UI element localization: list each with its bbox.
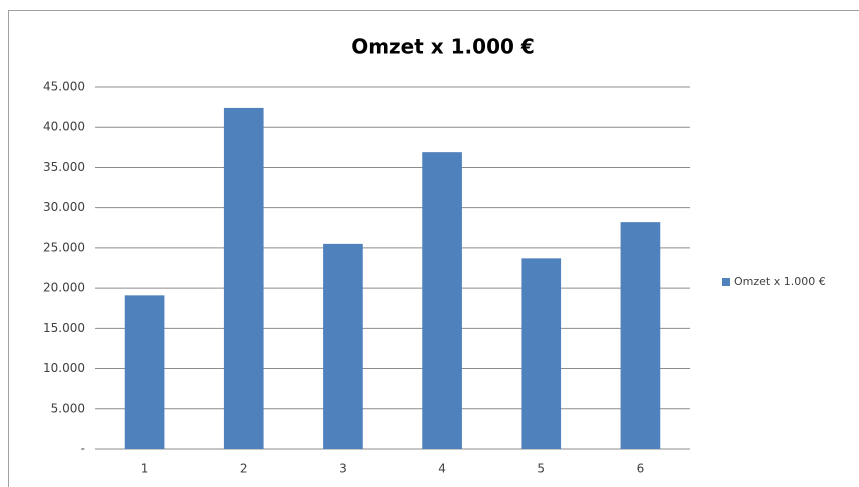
- y-tick-label: 10.000: [43, 361, 85, 375]
- bar: [124, 295, 165, 449]
- y-tick-label: 40.000: [43, 120, 85, 134]
- x-tick-label: 4: [438, 462, 446, 476]
- x-tick-label: 1: [141, 462, 149, 476]
- chart-title: Omzet x 1.000 €: [351, 35, 535, 59]
- y-tick-label: 30.000: [43, 200, 85, 214]
- y-tick-label: 5.000: [51, 401, 85, 415]
- x-tick-label: 5: [537, 462, 545, 476]
- legend-swatch: [722, 278, 730, 286]
- bar: [223, 107, 264, 449]
- y-tick-label: 35.000: [43, 160, 85, 174]
- x-tick-label: 6: [637, 462, 645, 476]
- y-tick-label: 15.000: [43, 321, 85, 335]
- bar: [323, 243, 363, 449]
- bar: [521, 258, 562, 449]
- y-tick-label: 25.000: [43, 240, 85, 254]
- x-tick-label: 3: [339, 462, 347, 476]
- y-tick-label: -: [81, 442, 85, 456]
- x-tick-label: 2: [240, 462, 248, 476]
- y-tick-label: 45.000: [43, 80, 85, 94]
- bar: [422, 152, 462, 449]
- bar: [620, 222, 661, 449]
- y-tick-label: 20.000: [43, 281, 85, 295]
- legend-label: Omzet x 1.000 €: [734, 275, 826, 288]
